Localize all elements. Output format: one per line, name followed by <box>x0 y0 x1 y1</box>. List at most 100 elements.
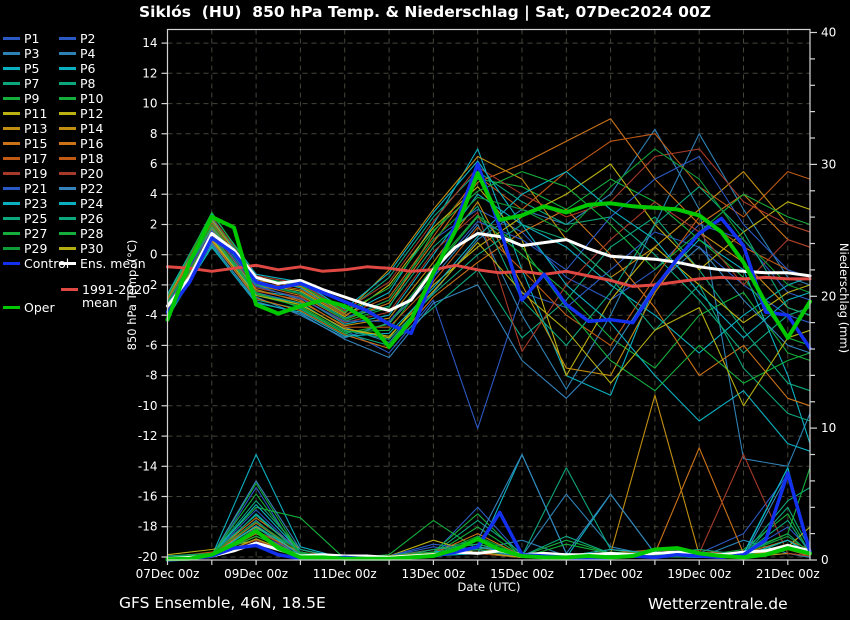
legend-row: P13 P14 <box>3 121 133 136</box>
legend-oper-label: Oper <box>24 300 55 315</box>
chart-title: Siklós (HU) 850 hPa Temp. & Niederschlag… <box>139 3 711 21</box>
legend-item-p28: P28 <box>59 226 115 241</box>
legend-member-label: P28 <box>80 226 104 241</box>
svg-text:4: 4 <box>150 187 158 201</box>
member-line-swatch <box>59 82 76 85</box>
legend-member-label: P17 <box>24 151 48 166</box>
legend-control-label: Control <box>24 256 70 271</box>
svg-text:-16: -16 <box>138 490 158 504</box>
svg-text:10: 10 <box>142 97 157 111</box>
svg-text:17Dec 00z: 17Dec 00z <box>579 567 643 581</box>
member-line-swatch <box>3 232 20 235</box>
legend-member-label: P13 <box>24 121 48 136</box>
member-line-swatch <box>59 217 76 220</box>
legend-member-label: P18 <box>80 151 104 166</box>
legend-row: P3 P4 <box>3 46 133 61</box>
legend-row: P25 P26 <box>3 211 133 226</box>
svg-text:21Dec 00z: 21Dec 00z <box>756 567 820 581</box>
member-line-swatch <box>59 247 76 250</box>
legend-row: P9 P10 <box>3 91 133 106</box>
svg-text:12: 12 <box>142 66 157 80</box>
svg-text:-14: -14 <box>138 459 158 473</box>
legend-member-label: P27 <box>24 226 48 241</box>
legend-item-p13: P13 <box>3 121 59 136</box>
member-line-swatch <box>59 232 76 235</box>
legend-item-ens-mean: Ens. mean <box>59 256 146 271</box>
legend-item-p25: P25 <box>3 211 59 226</box>
member-line-swatch <box>3 202 20 205</box>
legend-item-p11: P11 <box>3 106 59 121</box>
legend-item-p2: P2 <box>59 31 115 46</box>
legend-member-label: P16 <box>80 136 104 151</box>
legend-item-p6: P6 <box>59 61 115 76</box>
legend-member-label: P23 <box>24 196 48 211</box>
svg-text:-4: -4 <box>146 308 158 322</box>
legend-item-oper: Oper <box>3 301 55 314</box>
member-line-swatch <box>3 157 20 160</box>
legend-item-clim: 1991-2020 mean <box>61 283 150 309</box>
svg-text:19Dec 00z: 19Dec 00z <box>667 567 731 581</box>
legend-item-p5: P5 <box>3 61 59 76</box>
member-line-swatch <box>3 127 20 130</box>
legend-item-p16: P16 <box>59 136 115 151</box>
legend-members: P1 P2 P3 P4 P5 P6 P7 P8 P9 P10 P11 P12 P13 P14 P15 P16 P… <box>3 31 133 256</box>
legend-clim-label-line2: mean <box>82 295 118 310</box>
member-line-swatch <box>3 52 20 55</box>
svg-text:-10: -10 <box>138 399 158 413</box>
member-line-swatch <box>59 127 76 130</box>
svg-text:14: 14 <box>142 36 157 50</box>
member-line-swatch <box>59 202 76 205</box>
legend-member-label: P4 <box>80 46 96 61</box>
legend-row: P5 P6 <box>3 61 133 76</box>
x-axis-title: Date (UTC) <box>458 580 521 594</box>
member-line-swatch <box>3 217 20 220</box>
legend-member-label: P9 <box>24 91 40 106</box>
legend-item-p29: P29 <box>3 241 59 256</box>
axes: -20-18-16-14-12-10-8-6-4-202468101214010… <box>136 26 837 582</box>
member-line-swatch <box>3 112 20 115</box>
legend-item-p21: P21 <box>3 181 59 196</box>
member-line-swatch <box>59 67 76 70</box>
legend-item-p19: P19 <box>3 166 59 181</box>
legend-item-p18: P18 <box>59 151 115 166</box>
legend-member-label: P15 <box>24 136 48 151</box>
member-line-swatch <box>59 112 76 115</box>
legend-member-label: P21 <box>24 181 48 196</box>
control-line-swatch <box>3 262 20 265</box>
member-line-swatch <box>3 37 20 40</box>
svg-text:2: 2 <box>150 218 158 232</box>
member-line-swatch <box>3 97 20 100</box>
member-line-swatch <box>59 142 76 145</box>
member-line-swatch <box>3 82 20 85</box>
legend-row: P29 P30 <box>3 241 133 256</box>
legend-member-label: P14 <box>80 121 104 136</box>
legend-row: P17 P18 <box>3 151 133 166</box>
member-line-swatch <box>59 172 76 175</box>
legend-item-p26: P26 <box>59 211 115 226</box>
legend-member-label: P7 <box>24 76 40 91</box>
svg-text:-2: -2 <box>146 278 158 292</box>
legend-member-label: P29 <box>24 241 48 256</box>
legend-item-p14: P14 <box>59 121 115 136</box>
legend-row: P15 P16 <box>3 136 133 151</box>
svg-text:0: 0 <box>150 248 158 262</box>
ens-mean-line-swatch <box>59 262 76 265</box>
legend-item-p27: P27 <box>3 226 59 241</box>
legend-member-label: P10 <box>80 91 104 106</box>
svg-text:13Dec 00z: 13Dec 00z <box>401 567 465 581</box>
legend-row: P21 P22 <box>3 181 133 196</box>
right-axis-title: Niederschlag (mm) <box>837 243 850 353</box>
member-line-swatch <box>3 67 20 70</box>
legend-member-label: P5 <box>24 61 40 76</box>
legend-item-p3: P3 <box>3 46 59 61</box>
legend-item-p10: P10 <box>59 91 115 106</box>
member-line-swatch <box>3 172 20 175</box>
svg-text:20: 20 <box>821 289 836 303</box>
oper-line-swatch <box>3 306 20 309</box>
legend-item-p8: P8 <box>59 76 115 91</box>
legend-row: P27 P28 <box>3 226 133 241</box>
legend-item-control: Control <box>3 256 69 271</box>
legend-item-p4: P4 <box>59 46 115 61</box>
legend-clim-label-line1: 1991-2020 <box>82 282 151 297</box>
